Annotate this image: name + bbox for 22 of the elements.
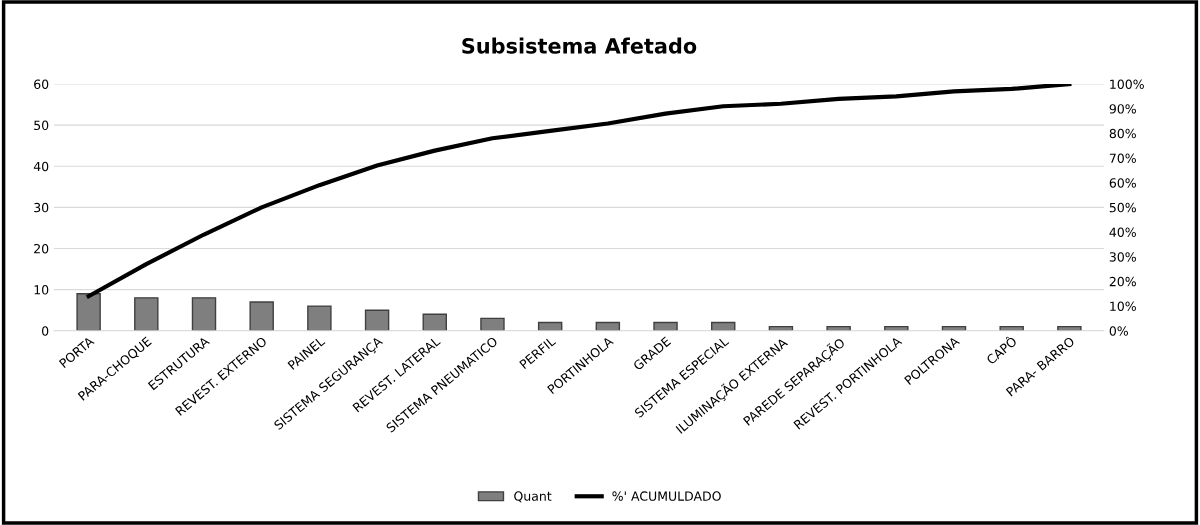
y2-tick-label: 90% (1109, 104, 1136, 114)
y-tick-label: 20 (34, 243, 49, 254)
y2-tick-label: 10% (1110, 301, 1136, 311)
y-tick-label: 10 (34, 285, 49, 295)
y-tick-label: 50 (34, 120, 49, 131)
y2-tick-label: 80% (1109, 128, 1136, 139)
y2-tick-label: 30% (1109, 252, 1136, 262)
y2-tick-label: 60% (1109, 178, 1136, 188)
y2-tick-label: 50% (1109, 202, 1136, 213)
y-tick-label: 60 (34, 79, 49, 89)
y2-tick-label: 0% (1109, 326, 1128, 336)
y-tick-label: 30 (34, 202, 49, 213)
legend-label: Quant (514, 491, 552, 503)
y2-tick-label: 40% (1109, 227, 1136, 237)
line-series (86, 84, 1072, 299)
chart-title: Subsistema Afetado (462, 37, 697, 54)
y2-tick-label: 100% (1110, 79, 1144, 89)
y-tick-label: 0 (42, 326, 49, 336)
legend-label: %' ACUMULDADO (612, 491, 721, 501)
y-tick-label: 40 (33, 161, 49, 172)
y2-tick-label: 20% (1109, 276, 1136, 287)
y2-tick-label: 70% (1109, 153, 1136, 163)
